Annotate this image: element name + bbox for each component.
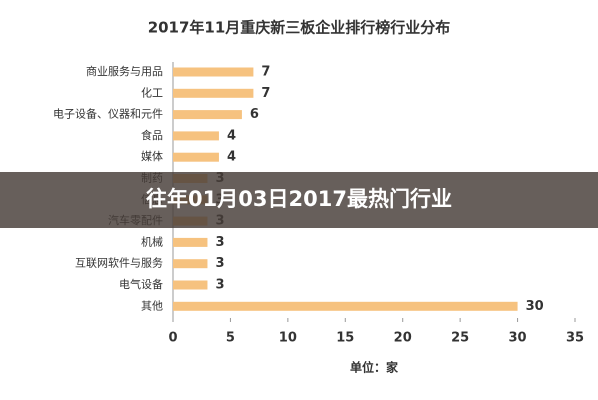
x-tick-label: 30 <box>509 331 527 346</box>
y-tick-label: 商业服务与用品 <box>86 64 163 78</box>
value-label: 30 <box>526 299 544 314</box>
bar <box>173 237 208 247</box>
bar <box>173 110 242 120</box>
y-tick-label: 电气设备 <box>119 277 163 291</box>
x-tick-label: 5 <box>226 331 235 346</box>
x-tick-label: 0 <box>168 331 177 346</box>
y-tick-label: 其他 <box>141 299 163 312</box>
y-tick-label: 电子设备、仪器和元件 <box>53 107 163 121</box>
y-tick-label: 媒体 <box>141 149 163 163</box>
banner-bg <box>0 172 598 228</box>
x-tick-label: 10 <box>279 331 297 346</box>
x-axis-label: 单位：家 <box>350 360 399 375</box>
x-tick-label: 20 <box>394 331 412 346</box>
value-label: 7 <box>261 65 270 80</box>
value-label: 7 <box>261 86 270 101</box>
x-tick-label: 35 <box>566 331 584 346</box>
bar <box>173 301 518 311</box>
value-label: 4 <box>227 128 236 143</box>
x-tick-label: 25 <box>451 331 469 346</box>
value-label: 6 <box>250 107 259 122</box>
bar <box>173 67 254 77</box>
bar <box>173 259 208 269</box>
y-tick-label: 机械 <box>141 234 163 248</box>
y-tick-label: 互联网软件与服务 <box>75 256 163 270</box>
value-label: 3 <box>215 278 224 293</box>
y-tick-label: 化工 <box>141 85 163 99</box>
x-tick-label: 15 <box>336 331 354 346</box>
bar <box>173 152 219 162</box>
banner-text: 往年01月03日2017最热门行业 <box>146 187 452 211</box>
value-label: 4 <box>227 150 236 165</box>
value-label: 3 <box>215 235 224 250</box>
y-tick-label: 食品 <box>141 128 163 142</box>
bar <box>173 88 254 98</box>
bar <box>173 131 219 141</box>
bar <box>173 280 208 290</box>
value-label: 3 <box>215 256 224 271</box>
chart-title: 2017年11月重庆新三板企业排行榜行业分布 <box>148 19 451 37</box>
